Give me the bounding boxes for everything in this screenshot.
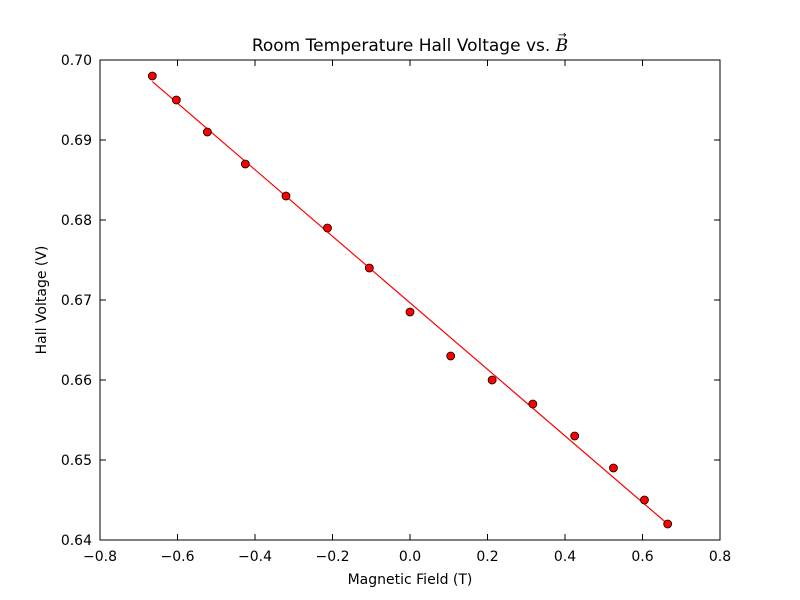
data-point	[240, 159, 250, 169]
y-tick-label: 0.67	[61, 293, 92, 309]
data-point	[323, 223, 332, 233]
y-tick-label: 0.69	[61, 133, 92, 149]
y-tick-label: 0.68	[61, 213, 92, 229]
x-tick-label: 0.6	[631, 549, 653, 565]
data-point	[609, 463, 618, 473]
data-point	[640, 495, 649, 505]
x-tick-label: −0.6	[161, 549, 195, 565]
data-point	[202, 127, 212, 137]
plot-area	[147, 71, 673, 529]
y-axis-label: Hall Voltage (V)	[34, 246, 50, 355]
x-tick-label: 0.0	[399, 549, 421, 565]
y-tick-label: 0.65	[61, 453, 92, 469]
fit-line	[151, 81, 669, 525]
data-point	[147, 71, 157, 81]
data-point	[171, 95, 181, 105]
data-point	[570, 431, 580, 441]
y-tick-label: 0.70	[61, 53, 92, 69]
data-point	[364, 263, 374, 273]
x-tick-label: −0.2	[316, 549, 350, 565]
x-tick-label: 0.2	[476, 549, 498, 565]
chart-title: Room Temperature Hall Voltage vs. B	[252, 36, 568, 56]
x-tick-label: 0.4	[554, 549, 576, 565]
data-point	[663, 519, 673, 529]
plot-frame	[99, 59, 721, 541]
x-tick-label: −0.8	[83, 549, 117, 565]
x-tick-label: −0.4	[238, 549, 272, 565]
data-point	[528, 399, 538, 409]
chart-title-symbol: B	[555, 36, 569, 56]
data-point	[487, 375, 497, 385]
y-tick-label: 0.64	[61, 533, 92, 549]
vector-arrow-icon: →	[558, 30, 566, 41]
x-tick-label: 0.8	[709, 549, 731, 565]
data-point	[405, 307, 415, 317]
axis-ticks: −0.8 −0.6 −0.4 −0.2 0.0 0.2 0.4 0.6 0.8 0.64 0.65 0…	[61, 53, 731, 565]
chart-title-text: Room Temperature Hall Voltage vs.	[252, 36, 556, 56]
y-tick-label: 0.66	[61, 373, 92, 389]
data-point	[446, 351, 456, 361]
data-point	[281, 191, 291, 201]
x-axis-label: Magnetic Field (T)	[348, 572, 473, 588]
